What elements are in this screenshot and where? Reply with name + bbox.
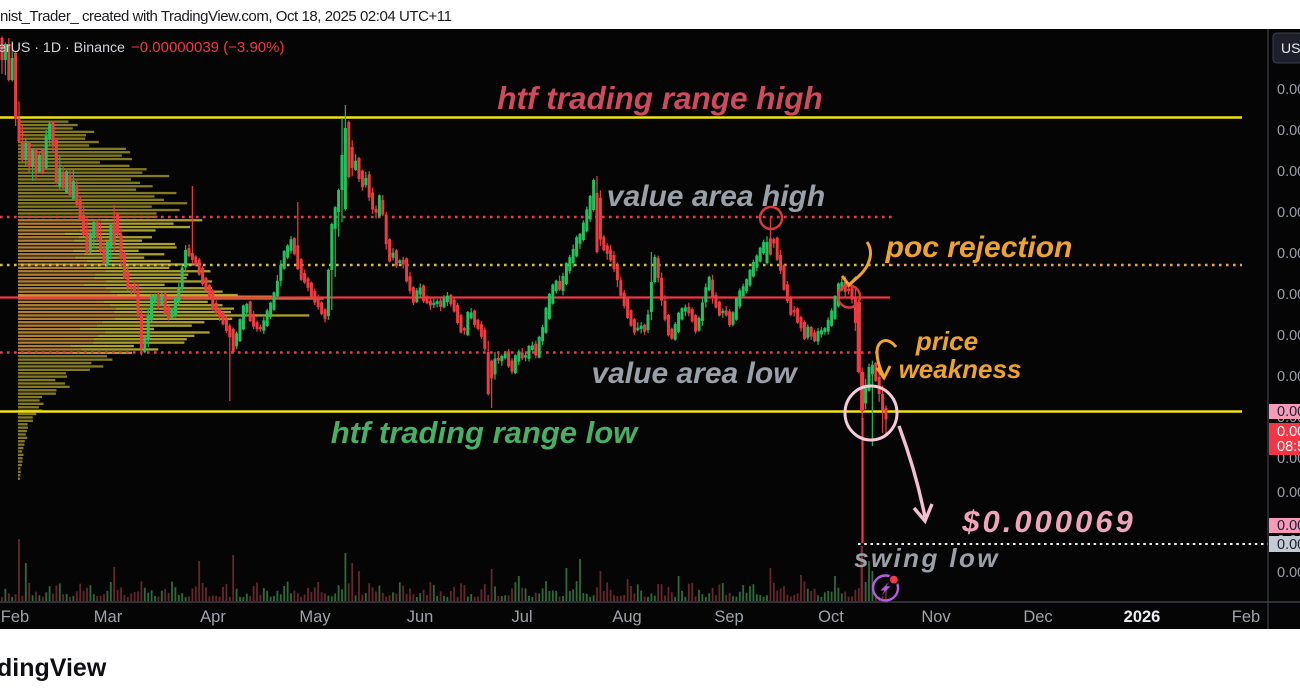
svg-text:0.00: 0.00 xyxy=(1277,537,1300,553)
svg-text:0.00: 0.00 xyxy=(1277,123,1300,139)
svg-text:Jun: Jun xyxy=(407,608,434,626)
svg-text:Dec: Dec xyxy=(1023,608,1052,626)
svg-text:US: US xyxy=(1281,40,1300,56)
svg-text:Feb: Feb xyxy=(1,608,29,626)
svg-text:swing low: swing low xyxy=(854,543,1000,573)
svg-text:0.00: 0.00 xyxy=(1277,369,1300,385)
svg-text:Apr: Apr xyxy=(200,608,226,626)
svg-text:0.00: 0.00 xyxy=(1277,328,1300,344)
svg-text:Oct: Oct xyxy=(818,608,844,626)
svg-text:0.00: 0.00 xyxy=(1277,205,1300,221)
svg-text:value area high: value area high xyxy=(607,180,825,213)
svg-text:Aug: Aug xyxy=(612,608,641,626)
svg-text:2026: 2026 xyxy=(1124,608,1161,626)
svg-text:0.00: 0.00 xyxy=(1277,565,1300,581)
svg-text:value area low: value area low xyxy=(591,357,798,390)
svg-text:poc rejection: poc rejection xyxy=(885,231,1073,264)
svg-text:Feb: Feb xyxy=(1232,608,1260,626)
svg-text:0.00: 0.00 xyxy=(1277,424,1300,440)
svg-text:0.00: 0.00 xyxy=(1277,404,1300,420)
svg-text:erUS · 1D · Binance: erUS · 1D · Binance xyxy=(0,40,125,56)
svg-text:Jul: Jul xyxy=(511,608,532,626)
svg-text:0.00: 0.00 xyxy=(1277,485,1300,501)
svg-text:nist_Trader_ created with Trad: nist_Trader_ created with TradingView.co… xyxy=(0,8,452,25)
svg-text:weakness: weakness xyxy=(899,354,1022,384)
svg-text:htf trading range high: htf trading range high xyxy=(497,80,822,116)
svg-text:0.00: 0.00 xyxy=(1277,518,1300,534)
svg-text:0.00: 0.00 xyxy=(1277,287,1300,303)
svg-text:−0.00000039 (−3.90%): −0.00000039 (−3.90%) xyxy=(131,39,284,56)
svg-text:0.00: 0.00 xyxy=(1277,246,1300,262)
svg-text:price: price xyxy=(915,326,978,356)
svg-text:May: May xyxy=(299,608,331,626)
svg-text:$0.000069: $0.000069 xyxy=(961,504,1136,539)
svg-text:08:5: 08:5 xyxy=(1277,439,1300,455)
svg-text:0.00: 0.00 xyxy=(1277,164,1300,180)
svg-text:0.00: 0.00 xyxy=(1277,82,1300,98)
svg-text:htf trading range low: htf trading range low xyxy=(331,415,639,450)
svg-text:Sep: Sep xyxy=(714,608,743,626)
svg-text:Mar: Mar xyxy=(94,608,123,626)
svg-text:dingView: dingView xyxy=(0,654,107,682)
svg-text:Nov: Nov xyxy=(921,608,951,626)
